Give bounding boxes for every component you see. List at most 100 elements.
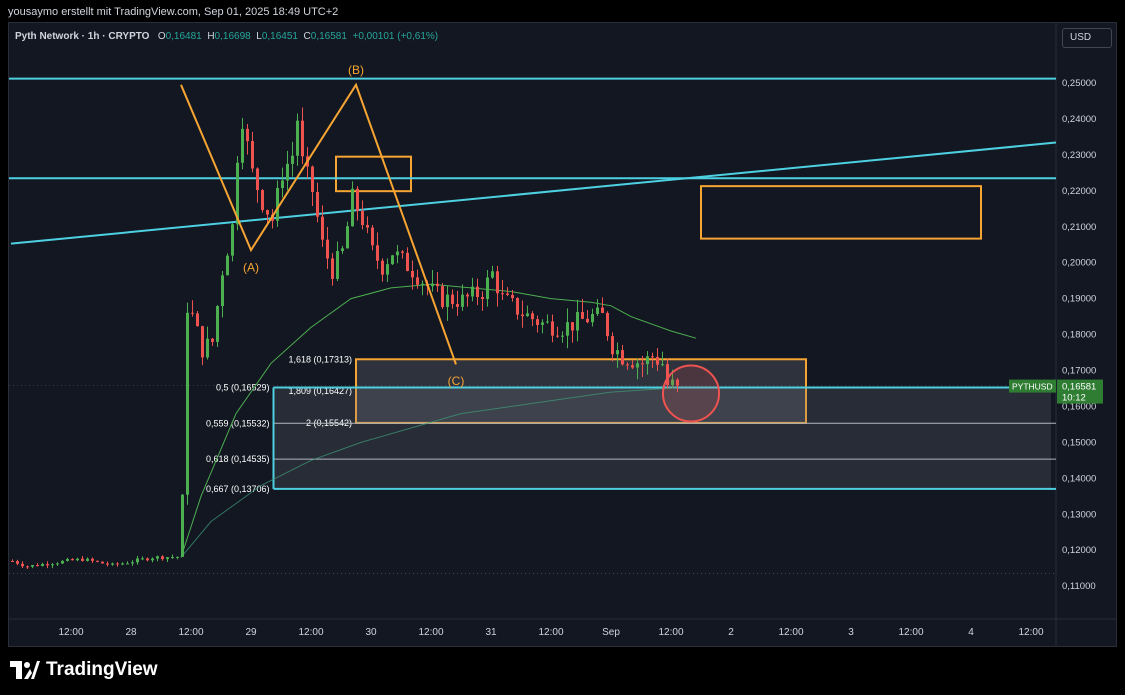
currency-button[interactable]: USD	[1062, 28, 1112, 48]
candle	[511, 289, 514, 302]
candle-body	[666, 364, 669, 385]
candle-body	[186, 312, 189, 495]
candle-body	[641, 363, 644, 365]
candle-body	[56, 563, 59, 565]
candle-body	[321, 216, 324, 240]
x-tick-label: 3	[848, 627, 854, 638]
candle-body	[386, 264, 389, 275]
candle	[411, 260, 414, 290]
x-tick-label: 12:00	[658, 627, 683, 638]
y-tick-label: 0,14000	[1062, 473, 1096, 484]
high-value: 0,16698	[214, 31, 251, 42]
candle	[506, 287, 509, 297]
price-tag-countdown: 10:12	[1062, 393, 1086, 404]
candle	[581, 298, 584, 320]
candle	[126, 561, 129, 565]
candle-body	[226, 255, 229, 276]
candle-body	[516, 298, 519, 315]
candle	[661, 351, 664, 367]
candle-body	[331, 258, 334, 279]
candle-body	[511, 294, 514, 299]
candle-body	[266, 209, 269, 215]
candle	[71, 558, 74, 561]
candle-body	[651, 356, 654, 358]
candle	[436, 272, 439, 292]
candle	[146, 557, 149, 562]
candle-body	[231, 224, 234, 256]
candle-body	[106, 563, 109, 565]
candle	[251, 131, 254, 173]
candle-body	[91, 558, 94, 561]
candle-body	[181, 494, 184, 557]
candle	[621, 345, 624, 366]
candle	[161, 555, 164, 561]
candle	[171, 554, 174, 559]
wave-label-c: (C)	[448, 374, 465, 388]
highlight-circle	[661, 364, 721, 423]
x-tick-label: Sep	[602, 627, 620, 638]
candle	[246, 123, 249, 155]
candle	[416, 269, 419, 289]
candle	[31, 564, 34, 569]
candle-body	[421, 283, 424, 285]
candle	[446, 286, 449, 321]
candle	[501, 279, 504, 300]
candle	[261, 189, 264, 213]
candle	[21, 561, 24, 568]
candle-body	[51, 564, 54, 566]
candle	[116, 562, 119, 567]
candle-body	[126, 563, 129, 565]
fib-level-label-6: 0,667 (0,13706)	[206, 484, 270, 494]
candle-body	[81, 558, 84, 561]
abc-wave-line	[180, 82, 457, 365]
y-tick-label: 0,11000	[1062, 581, 1096, 592]
y-tick-label: 0,22000	[1062, 186, 1096, 197]
candle-body	[26, 566, 29, 568]
candle-body	[586, 318, 589, 323]
candle-body	[116, 563, 119, 565]
candle	[276, 180, 279, 227]
symbol-title[interactable]: Pyth Network · 1h · CRYPTO	[15, 31, 150, 42]
candle-body	[61, 560, 64, 564]
tradingview-brand[interactable]: TradingView	[10, 658, 158, 682]
candle	[166, 556, 169, 562]
candle-body	[671, 379, 674, 385]
candle-body	[246, 128, 249, 142]
close-label: C	[303, 31, 311, 42]
candle-body	[31, 565, 34, 567]
candle	[646, 351, 649, 375]
candle	[666, 358, 669, 389]
candle	[586, 309, 589, 324]
candle	[141, 556, 144, 561]
candle-body	[356, 188, 359, 212]
price-chart[interactable]: 1,618 (0,17313)1,809 (0,16427)2 (0,15542…	[9, 23, 1116, 646]
x-tick-label: 12:00	[538, 627, 563, 638]
candle-body	[646, 356, 649, 365]
target-box-0	[335, 155, 412, 193]
chart-pane[interactable]: 1,618 (0,17313) 1,809 (0,16427) 2 (0,15542…	[8, 22, 1117, 647]
candle-body	[336, 251, 339, 279]
x-tick-label: 12:00	[898, 627, 923, 638]
candle-body	[636, 363, 639, 368]
candle	[16, 559, 19, 566]
candle	[91, 557, 94, 564]
candle-body	[661, 364, 664, 366]
candle	[376, 232, 379, 269]
candle-body	[151, 558, 154, 561]
wave-label-b: (B)	[348, 63, 364, 77]
candle	[491, 265, 494, 279]
candle	[96, 560, 99, 563]
candle-body	[381, 260, 384, 275]
low-value: 0,16451	[261, 31, 298, 42]
x-tick-label: 29	[245, 627, 257, 638]
candle-body	[366, 224, 369, 228]
candle-body	[436, 283, 439, 287]
candle-body	[526, 313, 529, 317]
y-tick-label: 0,17000	[1062, 366, 1096, 377]
x-tick-label: 12:00	[58, 627, 83, 638]
fib-level-label-1: 1,809 (0,16427)	[288, 386, 352, 396]
candle-body	[71, 559, 74, 561]
candle	[626, 362, 629, 370]
high-label: H	[207, 31, 215, 42]
